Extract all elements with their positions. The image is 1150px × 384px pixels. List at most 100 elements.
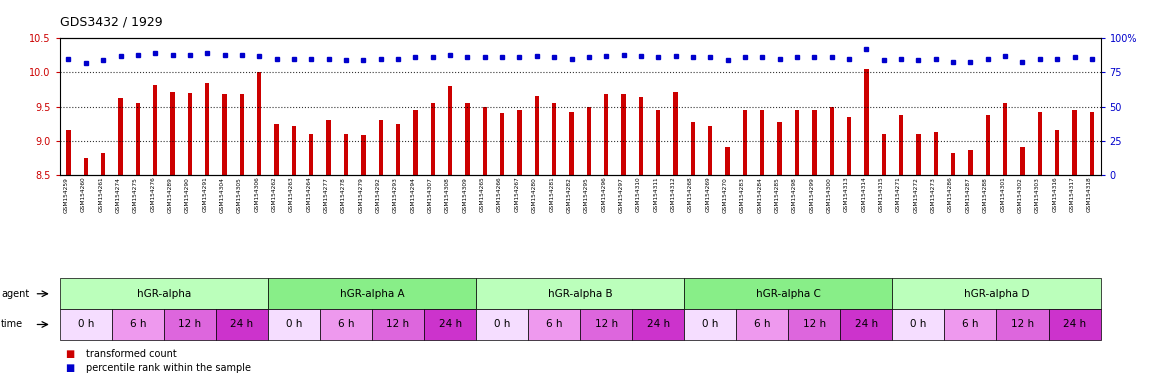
Bar — [812, 110, 816, 175]
Bar — [1072, 110, 1076, 175]
Text: transformed count: transformed count — [86, 349, 177, 359]
Text: GSM154299: GSM154299 — [810, 177, 814, 212]
Bar — [466, 103, 469, 175]
Bar — [413, 110, 417, 175]
Text: 6 h: 6 h — [754, 319, 770, 329]
Bar — [396, 124, 400, 175]
Text: GSM154270: GSM154270 — [722, 177, 728, 212]
Bar — [760, 110, 765, 175]
Bar — [378, 120, 383, 175]
Text: 12 h: 12 h — [595, 319, 618, 329]
Text: GDS3432 / 1929: GDS3432 / 1929 — [60, 15, 162, 28]
Text: 0 h: 0 h — [286, 319, 302, 329]
Text: GSM154259: GSM154259 — [63, 177, 69, 212]
Text: GSM154311: GSM154311 — [653, 177, 658, 212]
Text: 12 h: 12 h — [386, 319, 409, 329]
Text: 6 h: 6 h — [963, 319, 979, 329]
Bar — [777, 122, 782, 175]
Text: GSM154314: GSM154314 — [861, 177, 866, 212]
Bar — [1003, 103, 1007, 175]
Text: GSM154292: GSM154292 — [376, 177, 381, 212]
Text: GSM154297: GSM154297 — [619, 177, 623, 212]
Bar — [968, 149, 973, 175]
Bar — [344, 134, 348, 175]
Text: GSM154291: GSM154291 — [202, 177, 207, 212]
Text: GSM154268: GSM154268 — [688, 177, 693, 212]
Text: GSM154313: GSM154313 — [844, 177, 849, 212]
Bar — [621, 94, 626, 175]
Bar — [917, 134, 921, 175]
Text: GSM154293: GSM154293 — [393, 177, 398, 212]
Bar — [309, 134, 314, 175]
Text: GSM154315: GSM154315 — [879, 177, 883, 212]
Text: GSM154267: GSM154267 — [514, 177, 520, 212]
Text: GSM154317: GSM154317 — [1070, 177, 1074, 212]
Text: GSM154283: GSM154283 — [739, 177, 745, 212]
Bar — [934, 132, 938, 175]
Bar — [187, 93, 192, 175]
Bar — [327, 120, 331, 175]
Bar — [222, 94, 227, 175]
Bar — [656, 110, 660, 175]
Text: GSM154279: GSM154279 — [359, 177, 363, 212]
Text: GSM154296: GSM154296 — [601, 177, 606, 212]
Text: hGR-alpha A: hGR-alpha A — [339, 289, 405, 299]
Text: GSM154278: GSM154278 — [342, 177, 346, 212]
Text: GSM154287: GSM154287 — [966, 177, 971, 212]
Bar — [899, 115, 903, 175]
Bar — [518, 110, 522, 175]
Text: GSM154301: GSM154301 — [1000, 177, 1005, 212]
Text: 12 h: 12 h — [803, 319, 826, 329]
Text: GSM154289: GSM154289 — [168, 177, 172, 212]
Bar — [674, 91, 677, 175]
Text: GSM154266: GSM154266 — [497, 177, 503, 212]
Text: GSM154310: GSM154310 — [636, 177, 641, 212]
Text: time: time — [1, 319, 23, 329]
Bar — [951, 153, 956, 175]
Bar — [118, 98, 123, 175]
Text: agent: agent — [1, 289, 30, 299]
Text: GSM154303: GSM154303 — [1035, 177, 1040, 212]
Text: GSM154274: GSM154274 — [115, 177, 121, 212]
Text: GSM154281: GSM154281 — [550, 177, 554, 212]
Bar — [1055, 131, 1059, 175]
Text: GSM154277: GSM154277 — [323, 177, 329, 212]
Text: 12 h: 12 h — [1011, 319, 1034, 329]
Text: GSM154316: GSM154316 — [1052, 177, 1057, 212]
Bar — [829, 106, 834, 175]
Text: GSM154285: GSM154285 — [775, 177, 780, 212]
Text: 24 h: 24 h — [230, 319, 253, 329]
Bar — [361, 135, 366, 175]
Text: GSM154280: GSM154280 — [531, 177, 537, 212]
Bar — [552, 103, 557, 175]
Text: 24 h: 24 h — [854, 319, 877, 329]
Text: GSM154262: GSM154262 — [271, 177, 277, 212]
Text: GSM154306: GSM154306 — [254, 177, 259, 212]
Text: GSM154298: GSM154298 — [792, 177, 797, 212]
Text: GSM154300: GSM154300 — [827, 177, 831, 212]
Text: GSM154290: GSM154290 — [185, 177, 190, 212]
Bar — [275, 124, 278, 175]
Text: GSM154276: GSM154276 — [151, 177, 155, 212]
Text: GSM154275: GSM154275 — [133, 177, 138, 212]
Text: GSM154282: GSM154282 — [567, 177, 572, 212]
Text: GSM154302: GSM154302 — [1018, 177, 1022, 212]
Bar — [101, 153, 106, 175]
Text: 0 h: 0 h — [494, 319, 511, 329]
Text: GSM154304: GSM154304 — [220, 177, 224, 212]
Text: GSM154305: GSM154305 — [237, 177, 241, 212]
Bar — [586, 106, 591, 175]
Text: GSM154269: GSM154269 — [705, 177, 711, 212]
Bar — [864, 69, 868, 175]
Text: GSM154260: GSM154260 — [81, 177, 86, 212]
Bar — [569, 112, 574, 175]
Text: GSM154309: GSM154309 — [462, 177, 467, 212]
Bar — [882, 134, 886, 175]
Bar — [136, 103, 140, 175]
Text: GSM154294: GSM154294 — [411, 177, 415, 212]
Text: 0 h: 0 h — [78, 319, 94, 329]
Bar — [205, 83, 209, 175]
Bar — [846, 117, 851, 175]
Bar — [258, 73, 261, 175]
Text: GSM154295: GSM154295 — [584, 177, 589, 212]
